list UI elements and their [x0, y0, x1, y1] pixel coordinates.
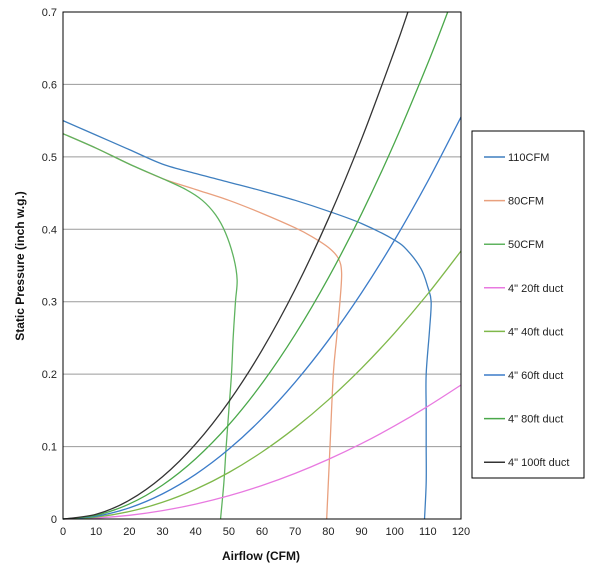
y-axis-title: Static Pressure (inch w.g.)	[13, 191, 27, 341]
y-tick-label: 0.7	[42, 7, 57, 19]
x-tick-label: 80	[322, 526, 334, 538]
series-line-4	[62, 250, 462, 520]
y-tick-label: 0.3	[42, 297, 57, 309]
legend-box	[471, 130, 585, 479]
x-tick-label: 90	[355, 526, 367, 538]
series-line-2	[62, 133, 238, 520]
x-tick-label: 40	[190, 526, 202, 538]
legend-label-4: 4" 40ft duct	[508, 326, 563, 338]
legend-label-2: 50CFM	[508, 239, 544, 251]
legend-label-1: 80CFM	[508, 196, 544, 208]
y-tick-label: 0.4	[42, 224, 57, 236]
legend: 110CFM 80CFM 50CFM 4" 20ft duct 4" 40ft duct…	[471, 130, 585, 479]
x-tick-label: 70	[289, 526, 301, 538]
y-tick-label: 0.6	[42, 79, 57, 91]
legend-label-7: 4" 100ft duct	[508, 457, 569, 469]
x-tick-label: 10	[90, 526, 102, 538]
series-line-5	[62, 116, 462, 520]
x-tick-label: 30	[156, 526, 168, 538]
x-tick-labels: 0 10 20 30 40 50 60 70 80 90 100 110 120	[60, 526, 470, 538]
legend-label-6: 4" 80ft duct	[508, 414, 563, 426]
x-tick-label: 0	[60, 526, 66, 538]
y-tick-labels: 0 0.1 0.2 0.3 0.4 0.5 0.6 0.7	[42, 7, 57, 526]
legend-label-0: 110CFM	[508, 152, 549, 164]
x-tick-label: 50	[223, 526, 235, 538]
legend-label-5: 4" 60ft duct	[508, 370, 563, 382]
plot-frame	[62, 11, 462, 520]
y-tick-label: 0	[51, 514, 57, 526]
y-tick-label: 0.2	[42, 369, 57, 381]
x-axis-title: Airflow (CFM)	[222, 549, 300, 563]
x-tick-label: 110	[419, 526, 437, 538]
series-line-6	[62, 11, 449, 520]
y-tick-label: 0.1	[42, 442, 57, 454]
series-line-7	[62, 11, 409, 520]
legend-label-3: 4" 20ft duct	[508, 283, 563, 295]
x-tick-label: 60	[256, 526, 268, 538]
x-tick-label: 100	[385, 526, 403, 538]
x-tick-label: 120	[452, 526, 470, 538]
series-line-3	[62, 384, 462, 520]
series-lines	[62, 11, 462, 520]
y-tick-label: 0.5	[42, 152, 57, 164]
x-tick-label: 20	[123, 526, 135, 538]
